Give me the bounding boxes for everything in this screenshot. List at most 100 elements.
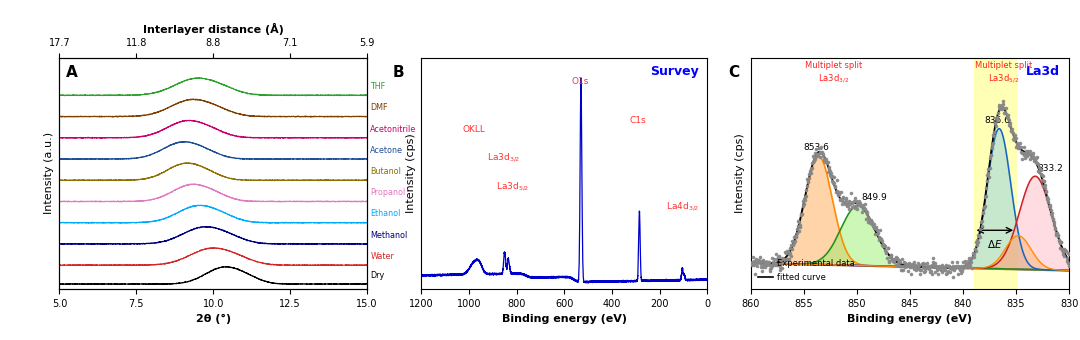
Point bbox=[1051, 240, 1068, 246]
Point bbox=[926, 264, 943, 269]
Point bbox=[1047, 226, 1064, 232]
Point bbox=[997, 110, 1014, 115]
Point bbox=[766, 257, 783, 262]
Point bbox=[768, 262, 785, 268]
Point bbox=[1018, 154, 1036, 159]
Point bbox=[801, 168, 819, 174]
Point bbox=[1002, 127, 1020, 132]
Point bbox=[891, 259, 908, 265]
Point bbox=[870, 235, 888, 241]
Point bbox=[833, 201, 850, 206]
Point bbox=[1001, 120, 1018, 126]
Point bbox=[826, 180, 843, 185]
Point bbox=[947, 264, 964, 270]
Point bbox=[865, 225, 882, 231]
Point bbox=[1024, 154, 1041, 159]
Point bbox=[866, 225, 883, 231]
Point bbox=[746, 272, 764, 277]
Point bbox=[825, 174, 842, 180]
Point bbox=[988, 118, 1005, 123]
Text: C1s: C1s bbox=[630, 116, 647, 125]
Point bbox=[746, 260, 764, 265]
Point bbox=[765, 261, 782, 267]
Point bbox=[889, 261, 906, 267]
Point bbox=[840, 206, 858, 211]
Point bbox=[964, 252, 982, 257]
Point bbox=[973, 218, 990, 224]
Point bbox=[747, 256, 765, 262]
Point bbox=[779, 256, 796, 262]
Text: La3d$_{5/2}$: La3d$_{5/2}$ bbox=[496, 180, 529, 193]
Point bbox=[1022, 148, 1039, 154]
Point bbox=[754, 264, 771, 270]
Point bbox=[1056, 246, 1074, 252]
Text: Methanol: Methanol bbox=[370, 231, 407, 240]
Point bbox=[903, 261, 920, 267]
Point bbox=[1005, 133, 1023, 139]
Point bbox=[913, 261, 930, 267]
Point bbox=[869, 230, 887, 236]
Point bbox=[836, 201, 853, 206]
Point bbox=[908, 264, 926, 269]
Point bbox=[1049, 230, 1066, 236]
Point bbox=[1049, 232, 1066, 238]
Point bbox=[849, 202, 866, 208]
Point bbox=[942, 266, 959, 271]
Point bbox=[912, 271, 929, 276]
Point bbox=[771, 264, 788, 269]
Point bbox=[970, 240, 987, 245]
Point bbox=[1022, 156, 1039, 162]
Point bbox=[859, 209, 876, 215]
Point bbox=[961, 263, 978, 268]
Point bbox=[890, 260, 907, 265]
Point bbox=[987, 120, 1004, 126]
Point bbox=[906, 265, 923, 270]
Point bbox=[804, 159, 821, 164]
Point bbox=[1023, 151, 1040, 156]
Point bbox=[760, 260, 778, 265]
Point bbox=[912, 267, 929, 272]
Point bbox=[824, 180, 841, 186]
Point bbox=[1031, 166, 1049, 171]
Point bbox=[928, 263, 945, 269]
Point bbox=[775, 257, 793, 263]
Point bbox=[847, 205, 864, 211]
Point bbox=[899, 261, 916, 266]
Point bbox=[966, 246, 983, 252]
Point bbox=[802, 166, 820, 172]
Point bbox=[971, 235, 988, 240]
Point bbox=[923, 262, 941, 268]
Point bbox=[801, 171, 819, 176]
Point bbox=[788, 230, 806, 235]
Point bbox=[756, 260, 773, 265]
Point bbox=[757, 264, 774, 269]
Point bbox=[1042, 207, 1059, 213]
Point bbox=[935, 267, 953, 273]
Point bbox=[810, 151, 827, 156]
Point bbox=[1042, 211, 1059, 216]
Point bbox=[768, 256, 785, 262]
Point bbox=[792, 224, 809, 230]
Point bbox=[1045, 219, 1063, 224]
Point bbox=[1043, 211, 1061, 216]
Point bbox=[834, 195, 851, 200]
Point bbox=[818, 156, 835, 162]
Point bbox=[956, 264, 973, 270]
Point bbox=[1055, 251, 1072, 257]
Point bbox=[967, 246, 984, 251]
Point bbox=[972, 220, 989, 225]
Point bbox=[1035, 183, 1052, 188]
Point bbox=[784, 246, 801, 252]
Point bbox=[985, 133, 1002, 138]
Point bbox=[953, 271, 970, 276]
Point bbox=[888, 254, 905, 260]
Point bbox=[825, 179, 842, 185]
Point bbox=[997, 106, 1014, 111]
Point bbox=[797, 194, 814, 200]
Text: B: B bbox=[393, 65, 404, 80]
Point bbox=[875, 242, 892, 248]
Point bbox=[868, 231, 886, 237]
Point bbox=[991, 103, 1009, 108]
Point bbox=[798, 193, 815, 199]
Point bbox=[967, 249, 984, 254]
